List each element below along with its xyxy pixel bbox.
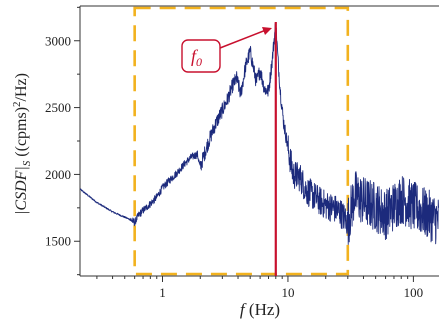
highlight-region bbox=[133, 6, 350, 276]
f0-label-box bbox=[181, 39, 221, 73]
x-axis-label: f (Hz) bbox=[240, 300, 280, 319]
x-tick-label: 10 bbox=[281, 285, 294, 300]
x-tick-label: 100 bbox=[404, 285, 424, 300]
axis-ticks: 1500 2000 2500 3000 1 10 100 bbox=[45, 6, 424, 300]
y-axis-label: |CSDF|S ((cpms)2/Hz) bbox=[11, 73, 33, 215]
series-line-0 bbox=[80, 22, 439, 245]
x-tick-label: 1 bbox=[159, 285, 166, 300]
y-tick-label: 3000 bbox=[45, 33, 71, 48]
f0-arrow-line bbox=[219, 29, 267, 49]
highlight-box bbox=[133, 6, 350, 276]
f0-arrow-head bbox=[262, 27, 272, 35]
y-tick-label: 1500 bbox=[45, 234, 71, 249]
f0-annotation: f0 bbox=[181, 27, 272, 73]
y-tick-label: 2000 bbox=[45, 167, 71, 182]
f0-label: f0 bbox=[191, 46, 202, 69]
y-tick-label: 2500 bbox=[45, 100, 71, 115]
series-group bbox=[80, 22, 439, 245]
